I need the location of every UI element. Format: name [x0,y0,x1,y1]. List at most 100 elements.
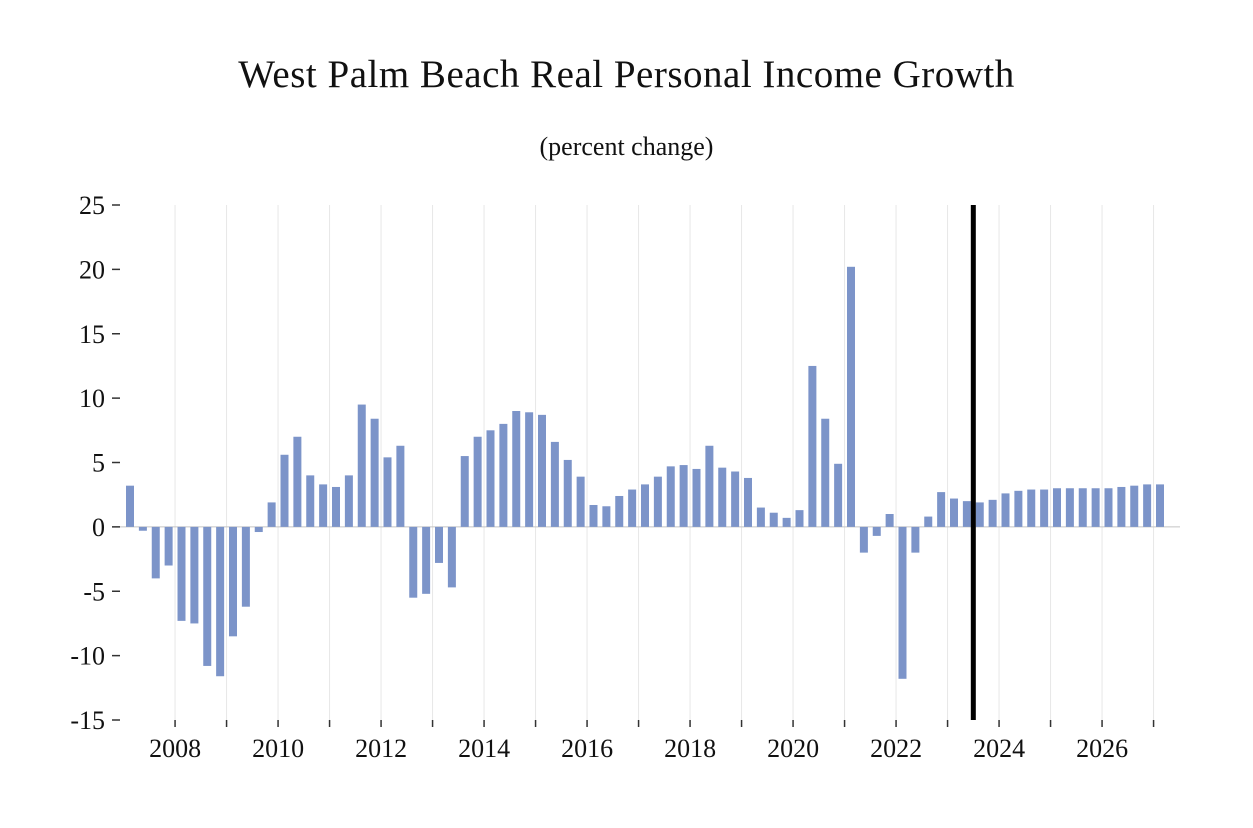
bar [628,489,637,527]
x-tick-label: 2018 [664,734,716,763]
bar [357,404,366,527]
y-tick-label: 0 [92,513,105,542]
x-tick-label: 2016 [561,734,613,763]
bar [1078,488,1087,527]
bar [641,484,649,527]
bar [177,526,186,621]
bar [396,445,405,527]
bar [911,526,920,553]
x-tick-label: 2024 [973,734,1025,763]
bar [460,456,469,527]
bar [705,445,714,527]
bar [872,526,881,536]
bar [126,485,134,527]
bar [1104,488,1113,527]
bar [602,506,611,527]
y-tick-label: -15 [70,706,105,735]
y-tick-label: -10 [70,642,105,671]
bar [859,526,868,553]
bar [383,457,392,527]
bar [885,514,894,527]
x-tick-label: 2022 [870,734,922,763]
bar [254,526,263,533]
bar [847,266,855,527]
bar [615,495,624,527]
bar [576,476,585,527]
bar [1130,485,1139,527]
y-tick-label: 5 [92,449,105,478]
bar [1001,493,1010,527]
bar [744,477,752,527]
bar [203,526,212,666]
bar [808,365,817,527]
bar [756,507,765,527]
bar [692,468,701,527]
bar [821,418,830,527]
bar [473,436,482,527]
x-tick-label: 2020 [767,734,819,763]
y-tick-label: 15 [79,320,105,349]
x-tick-label: 2026 [1076,734,1128,763]
bar [499,423,508,527]
chart-subtitle: (percent change) [539,132,714,161]
bar [486,430,495,527]
bar [151,526,160,579]
bar [538,414,546,527]
bar [1027,489,1036,527]
bar [589,504,598,527]
bar [834,463,843,527]
bar [795,510,804,527]
bar [962,501,971,527]
bar [190,526,199,624]
bar [319,484,328,527]
x-tick-label: 2008 [149,734,201,763]
x-tick-label: 2014 [458,734,510,763]
bar [1117,486,1126,527]
bar [241,526,250,607]
y-tick-label: 10 [79,384,105,413]
bar [1053,488,1061,527]
bar [1065,488,1074,527]
chart-title: West Palm Beach Real Personal Income Gro… [238,53,1015,96]
bar [293,436,302,527]
bar [332,486,340,527]
bar [1014,490,1023,527]
bar [216,526,225,677]
bar [1091,488,1100,527]
x-tick-label: 2012 [355,734,407,763]
bar [344,475,353,527]
bar [782,517,791,527]
bar [679,465,688,527]
bar [653,476,662,527]
bar [164,526,173,566]
bar [731,471,740,527]
bar [409,526,418,598]
bar [924,516,933,527]
bar [550,441,559,527]
bar [370,418,379,527]
y-tick-label: 20 [79,255,105,284]
bar [718,467,727,527]
bar [1156,484,1164,527]
bar [937,492,946,527]
bar [435,526,443,563]
bar [525,412,534,527]
bar [1040,489,1049,527]
y-tick-label: -5 [83,577,105,606]
bar [563,459,572,527]
bar [229,526,237,637]
bar [769,512,778,527]
bar [666,466,675,527]
bar [1143,484,1152,527]
bar [950,498,958,527]
bar [306,475,315,527]
bar [988,499,997,527]
bar [267,502,276,527]
y-tick-label: 25 [79,191,105,220]
x-tick-label: 2010 [252,734,304,763]
bar [898,526,907,679]
bar [447,526,456,588]
bar [280,454,289,527]
